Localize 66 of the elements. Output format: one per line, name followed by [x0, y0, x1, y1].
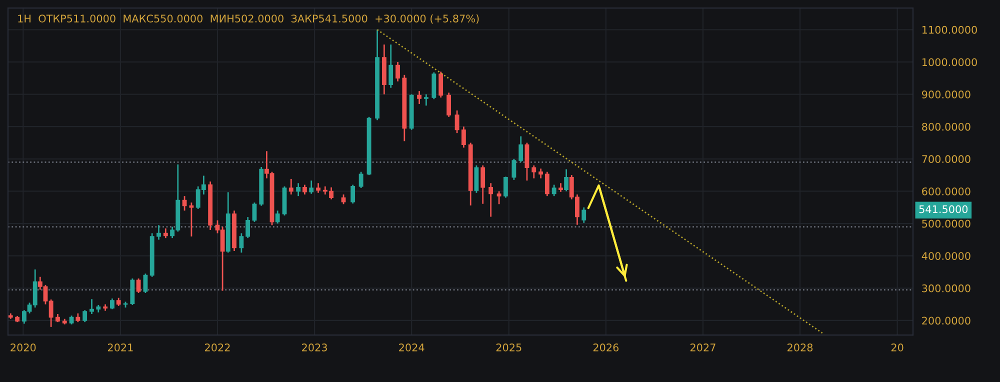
- candlestick: [288, 178, 294, 196]
- candlestick: [90, 298, 94, 315]
- candlestick: [189, 202, 194, 238]
- candlestick: [461, 126, 466, 148]
- candlestick: [163, 228, 168, 239]
- candlestick: [239, 232, 244, 254]
- candlestick: [446, 92, 452, 118]
- candlestick: [82, 309, 88, 323]
- candlestick: [417, 90, 422, 105]
- candlestick: [388, 44, 394, 89]
- candlestick: [496, 190, 502, 205]
- candlestick: [358, 171, 364, 189]
- candlestick: [182, 195, 187, 212]
- candlestick: [302, 184, 307, 196]
- candlestick: [252, 202, 257, 223]
- candlestick: [136, 278, 141, 294]
- x-tick-label: 2021: [108, 344, 133, 352]
- candlestick: [564, 168, 569, 192]
- x-tick-label: 2023: [302, 344, 327, 352]
- candlestick: [143, 272, 148, 294]
- candlestick: [309, 180, 314, 195]
- candlestick: [438, 70, 444, 98]
- x-tick-label: 2025: [496, 344, 522, 352]
- candlestick: [156, 224, 161, 240]
- y-tick-label: 900.0000: [922, 90, 970, 98]
- candlestick: [488, 182, 494, 218]
- y-tick-label: 800.0000: [922, 122, 970, 131]
- candlestick: [424, 94, 428, 106]
- y-tick-label: 500.0000: [922, 220, 970, 228]
- candlestick: [432, 72, 436, 100]
- text: 541.5000: [919, 205, 968, 214]
- candlestick: [296, 182, 301, 197]
- candlestick: [538, 168, 543, 179]
- y-tick-label: 1100.0000: [922, 26, 977, 34]
- candlestick: [532, 164, 536, 179]
- x-tick-label: 2027: [690, 344, 716, 352]
- candlestick: [582, 206, 586, 224]
- x-tick-label: 2028: [788, 344, 813, 352]
- y-tick-label: 1000.0000: [922, 58, 977, 66]
- candlestick: [110, 298, 114, 310]
- y-tick-label: 300.0000: [922, 284, 970, 292]
- candlestick: [454, 110, 460, 134]
- y-tick-label: 700.0000: [922, 155, 970, 164]
- candlestick: [316, 182, 320, 194]
- candlestick: [275, 210, 280, 224]
- candlestick: [512, 158, 516, 181]
- candlestick: [552, 184, 556, 197]
- candlestick: [518, 136, 524, 163]
- candlestick: [130, 278, 135, 306]
- y-tick-label: 200.0000: [922, 316, 970, 325]
- candlestick: [474, 164, 479, 194]
- x-tick-label: 20: [891, 344, 904, 352]
- x-tick-label: 2020: [10, 344, 36, 352]
- x-tick-label: 2022: [205, 344, 230, 352]
- x-tick-label: 2024: [399, 344, 424, 352]
- candlestick: [503, 176, 508, 198]
- candlestick: [480, 164, 486, 205]
- candlestick: [524, 142, 530, 182]
- candlestick: [246, 216, 250, 239]
- candlestick: [544, 171, 550, 197]
- text: 1H ОТКР511.0000 МАКС550.0000 МИН502.0000 ЗАКР541.5000 +30.0000 (+5.87%): [18, 14, 479, 24]
- x-tick-label: 2026: [593, 344, 619, 352]
- y-tick-label: 400.0000: [922, 252, 970, 260]
- candlestick: [350, 184, 356, 204]
- candlestick: [396, 61, 400, 82]
- y-tick-label: 600.0000: [922, 187, 970, 196]
